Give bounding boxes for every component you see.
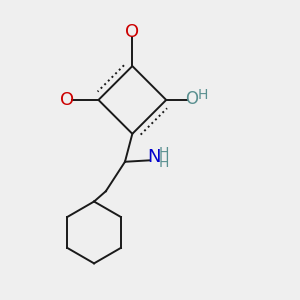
- Text: H: H: [159, 156, 169, 170]
- Text: H: H: [198, 88, 208, 102]
- Text: O: O: [185, 90, 198, 108]
- Text: H: H: [159, 146, 169, 160]
- Text: O: O: [125, 23, 140, 41]
- Text: O: O: [61, 91, 75, 109]
- Text: N: N: [147, 148, 160, 166]
